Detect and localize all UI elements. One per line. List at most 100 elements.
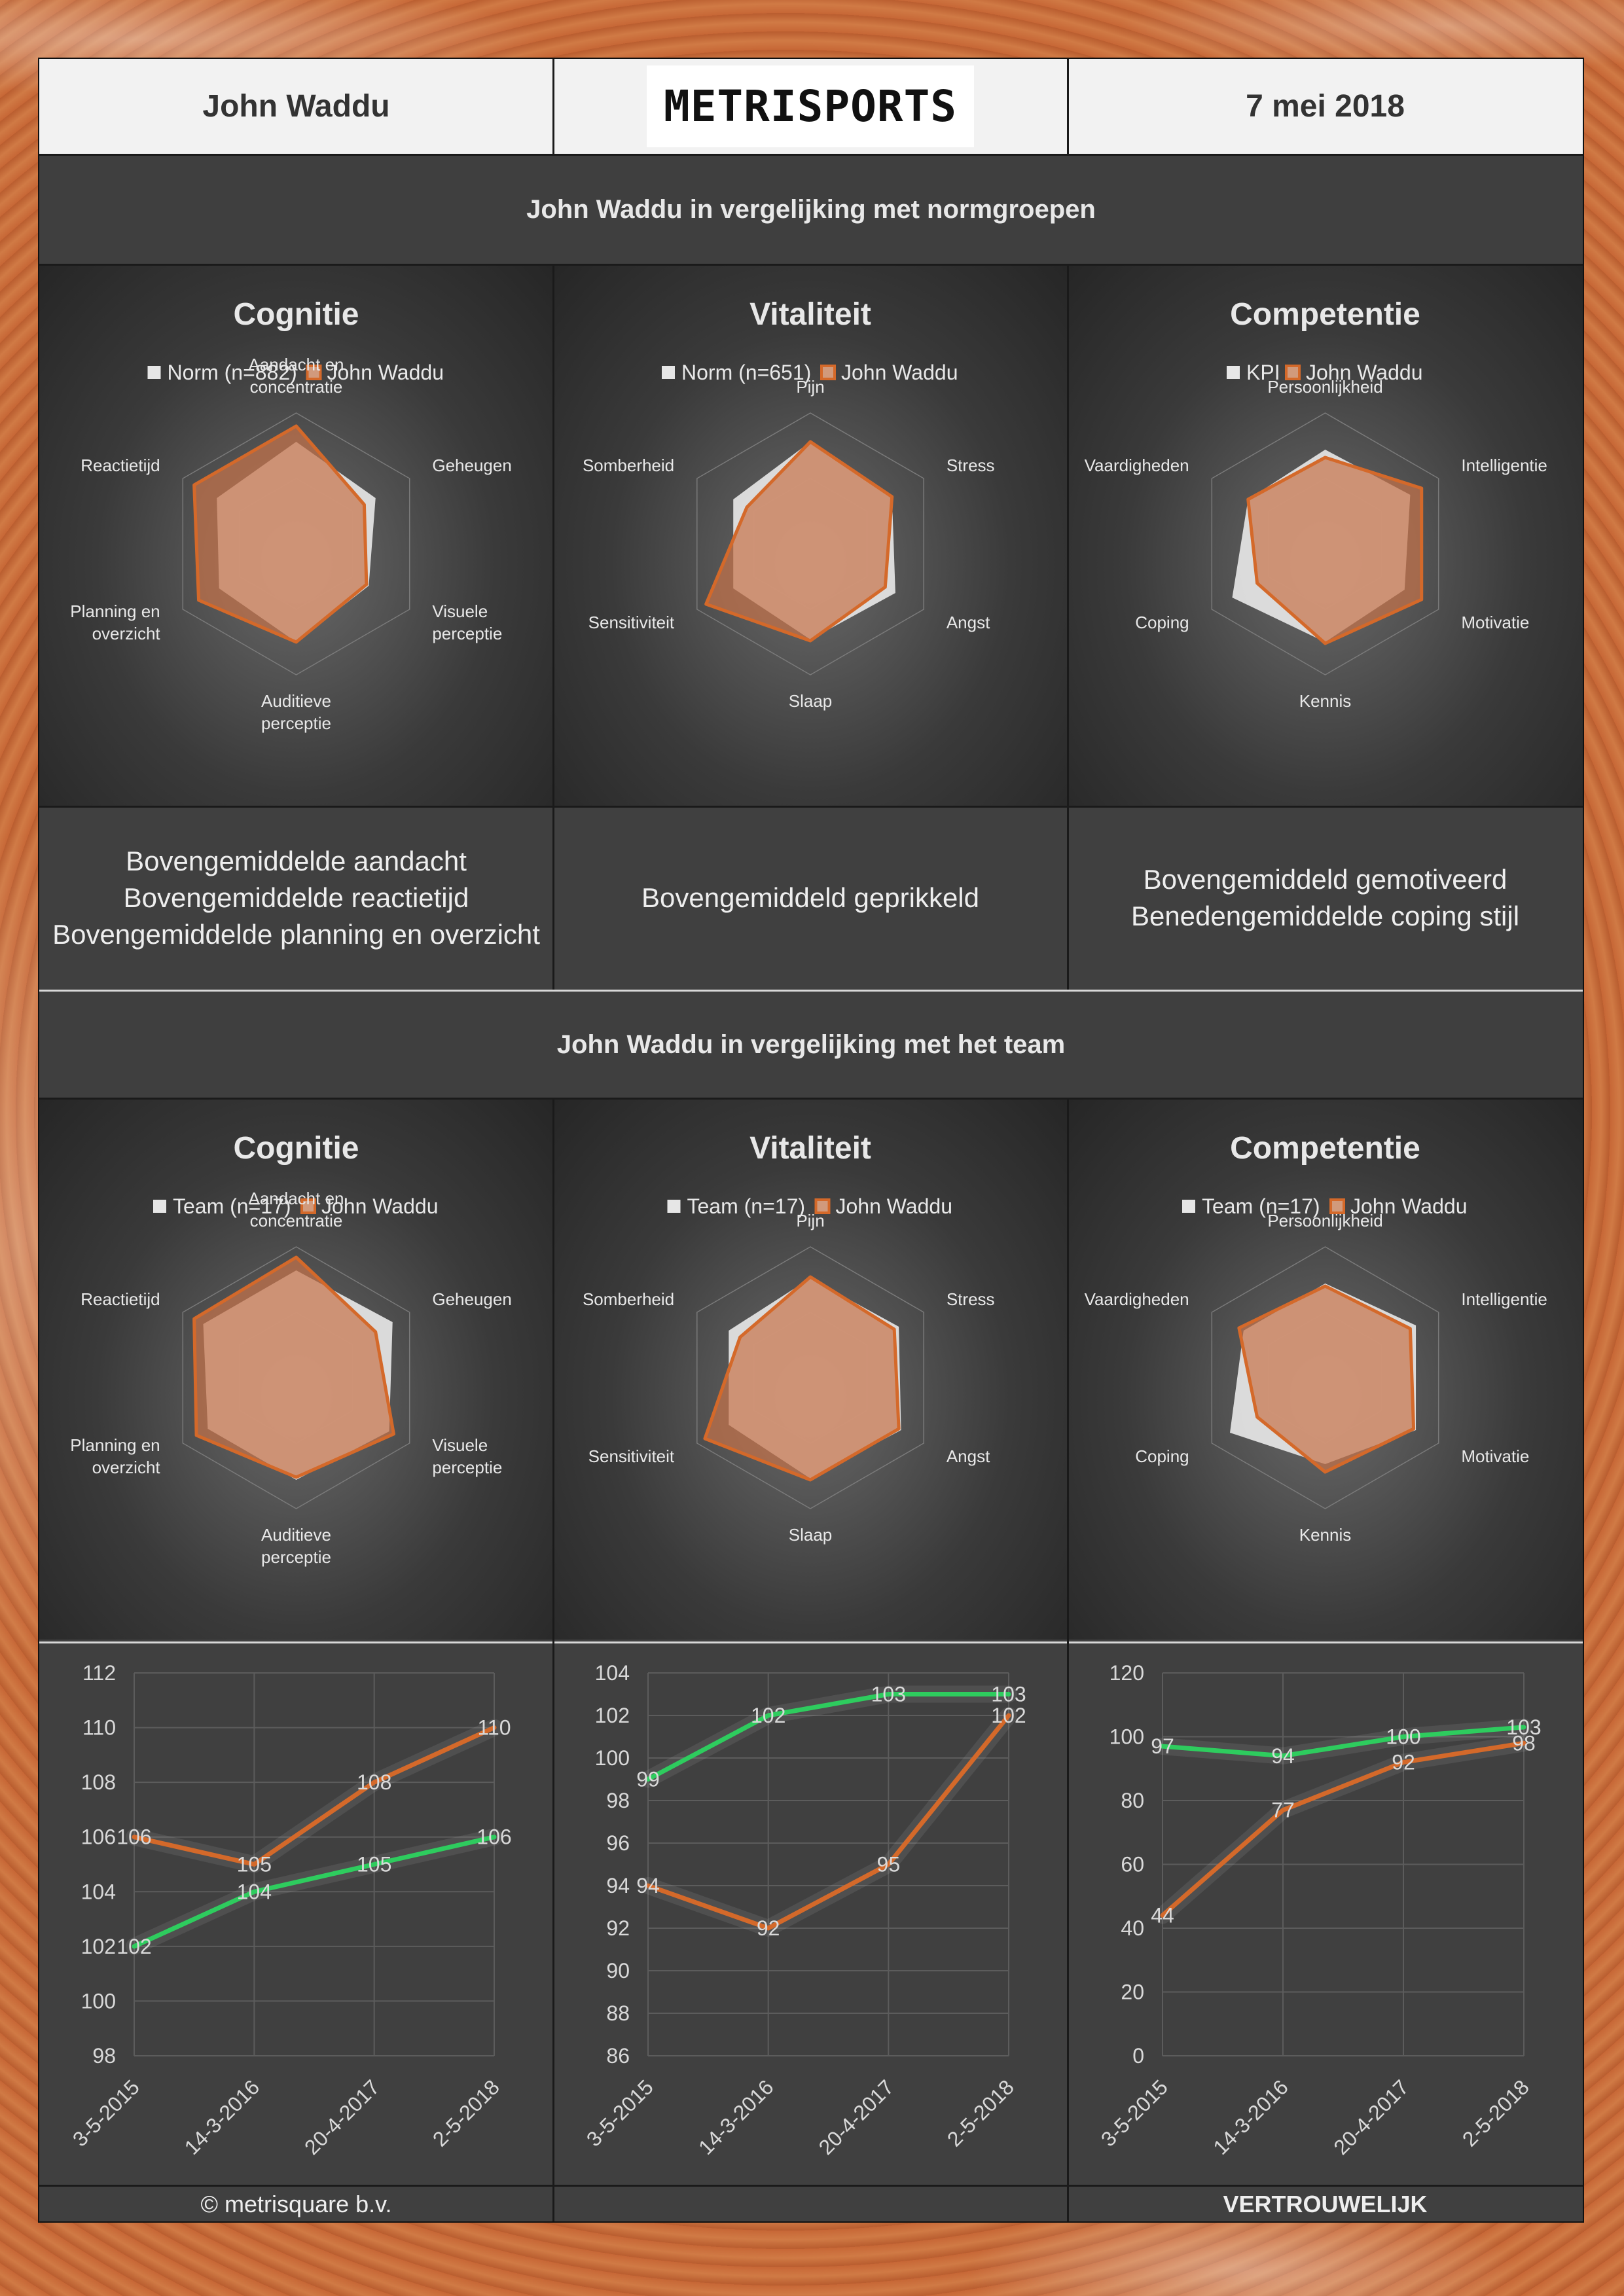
report-sheet: John Waddu METRISPORTS 7 mei 2018 John W…: [38, 58, 1584, 2223]
footer-center: [553, 2187, 1068, 2221]
confidential-label: VERTROUWELIJK: [1068, 2187, 1583, 2221]
legend-label: John Waddu: [1350, 1194, 1467, 1218]
radar-axis-label: overzicht: [92, 1458, 161, 1477]
data-label: 103: [1506, 1715, 1541, 1739]
radar-axis-label: Vaardigheden: [1085, 456, 1189, 475]
radar-norm-competentie: Competentie KPI John Waddu Persoonlijkheid I…: [1068, 266, 1583, 806]
legend-label: John Waddu: [327, 361, 444, 384]
legend-label: Team (n=17): [1202, 1194, 1320, 1218]
team-section-title: John Waddu in vergelijking met het team: [39, 990, 1583, 1098]
legend-swatch-player: [814, 1198, 831, 1214]
legend-swatch-reference: [1182, 1200, 1195, 1213]
data-label: 44: [1151, 1904, 1174, 1928]
radar-axis-label: Angst: [947, 613, 990, 632]
legend-swatch-player: [1329, 1198, 1345, 1214]
legend-swatch-player: [1285, 365, 1301, 380]
y-tick-label: 40: [1121, 1916, 1144, 1940]
radar-axis-label: Sensitiviteit: [588, 1446, 675, 1466]
x-tick-label: 20-4-2017: [1329, 2075, 1413, 2159]
x-tick-label: 2-5-2018: [1458, 2075, 1534, 2151]
radar-axis-label: Auditieve: [261, 1525, 331, 1545]
radar-chart-svg: Competentie Team (n=17) John WadduPersoonl…: [1085, 1131, 1547, 1545]
chart-title: Vitaliteit: [749, 297, 871, 332]
radar-series-player: [192, 1255, 395, 1479]
radar-axis-label: Pijn: [796, 377, 824, 397]
legend-swatch-player: [306, 365, 322, 380]
radar-norm-vitaliteit: Vitaliteit Norm (n=651) John Waddu Pijn Stre…: [553, 266, 1068, 806]
divider: [552, 266, 554, 990]
divider: [39, 2185, 1583, 2187]
radar-axis-label: Motivatie: [1461, 1446, 1529, 1466]
y-tick-label: 80: [1121, 1789, 1144, 1812]
x-tick-label: 20-4-2017: [300, 2075, 384, 2159]
copyright: © metrisquare b.v.: [39, 2187, 553, 2221]
divider: [552, 59, 554, 154]
radar-axis-label: overzicht: [92, 624, 161, 643]
radar-team-cognitie: Cognitie Team (n=17) John Waddu Aandacht en…: [39, 1100, 553, 1640]
chart-title: Vitaliteit: [749, 1131, 871, 1166]
radar-grid: [696, 412, 924, 675]
radar-axis-label: Planning en: [70, 1435, 160, 1455]
chart-title: Competentie: [1230, 1131, 1420, 1166]
radar-axis-label: Visuele: [432, 601, 488, 621]
data-label: 92: [1392, 1751, 1415, 1774]
radar-axis-label: Sensitiviteit: [588, 613, 675, 632]
legend-label: Team (n=17): [173, 1194, 291, 1218]
data-label: 95: [877, 1853, 901, 1876]
legend-label: Norm (n=882): [168, 361, 297, 384]
legend-swatch-player: [300, 1198, 316, 1214]
trend-competentie: 0 20 40 60 80 100 120 3-5-2015 14-3-2016 20-4-201…: [1068, 1641, 1583, 2185]
legend-label: John Waddu: [321, 1194, 438, 1218]
line-chart-svg: 0 20 40 60 80 100 120 3-5-2015 14-3-2016 20-4-201…: [1096, 1661, 1542, 2159]
data-label: 102: [117, 1935, 151, 1958]
radar-axis-label: Vaardigheden: [1085, 1289, 1189, 1309]
y-tick-label: 98: [92, 2044, 116, 2068]
data-label: 102: [751, 1704, 785, 1727]
summary-vitaliteit: Bovengemiddeld geprikkeld: [553, 808, 1068, 988]
y-tick-label: 110: [82, 1716, 116, 1740]
divider: [1067, 59, 1069, 154]
y-tick-label: 100: [81, 1989, 116, 2013]
y-tick-label: 100: [1110, 1725, 1144, 1749]
y-tick-label: 0: [1132, 2044, 1144, 2068]
x-tick-label: 14-3-2016: [694, 2075, 778, 2159]
x-tick-label: 14-3-2016: [180, 2075, 264, 2159]
summary-line: Benedengemiddelde coping stijl: [1130, 900, 1520, 931]
radar-axis-label: Geheugen: [432, 456, 511, 475]
radar-axis-label: Kennis: [1299, 691, 1352, 711]
chart-title: Cognitie: [234, 1131, 359, 1166]
data-label: 97: [1151, 1734, 1174, 1758]
y-tick-label: 102: [81, 1935, 116, 1958]
radar-axis-label: Persoonlijkheid: [1267, 1211, 1382, 1230]
y-tick-label: 88: [606, 2001, 630, 2025]
data-label: 94: [636, 1874, 660, 1897]
summary-line: Bovengemiddeld gemotiveerd: [1143, 863, 1507, 895]
radar-axis-label: Slaap: [789, 691, 833, 711]
radar-team-competentie: Competentie Team (n=17) John Waddu Persoonl…: [1068, 1100, 1583, 1640]
summary-line: Bovengemiddelde planning en overzicht: [52, 918, 540, 950]
legend-label: John Waddu: [841, 361, 958, 384]
divider: [39, 806, 1583, 808]
radar-axis-label: Kennis: [1299, 1525, 1352, 1545]
x-tick-label: 2-5-2018: [428, 2075, 504, 2151]
radar-axis-label: Intelligentie: [1461, 456, 1547, 475]
radar-axis-label: Auditieve: [261, 691, 331, 711]
legend-swatch-reference: [147, 366, 161, 379]
line-chart-svg: 86 88 90 92 94 96 98 100 102 104 3-5-2015 14-3-2016…: [582, 1661, 1026, 2159]
y-tick-label: 98: [606, 1789, 630, 1812]
legend-label: Norm (n=651): [681, 361, 811, 384]
data-label: 103: [991, 1683, 1026, 1706]
x-tick-label: 3-5-2015: [582, 2075, 658, 2151]
divider: [39, 154, 1583, 156]
radar-grid: [182, 412, 410, 675]
y-tick-label: 104: [595, 1661, 630, 1685]
y-tick-label: 120: [1110, 1661, 1144, 1685]
divider: [39, 1098, 1583, 1100]
summary-competentie: Bovengemiddeld gemotiveerd Benedengemidd…: [1068, 808, 1583, 988]
data-label: 102: [991, 1704, 1026, 1727]
radar-axis-label: Geheugen: [432, 1289, 511, 1309]
summary-line: Bovengemiddelde reactietijd: [123, 882, 469, 913]
legend-label: Team (n=17): [687, 1194, 806, 1218]
